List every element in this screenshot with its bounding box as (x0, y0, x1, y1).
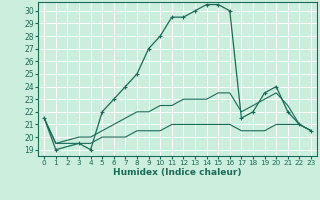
X-axis label: Humidex (Indice chaleur): Humidex (Indice chaleur) (113, 168, 242, 177)
